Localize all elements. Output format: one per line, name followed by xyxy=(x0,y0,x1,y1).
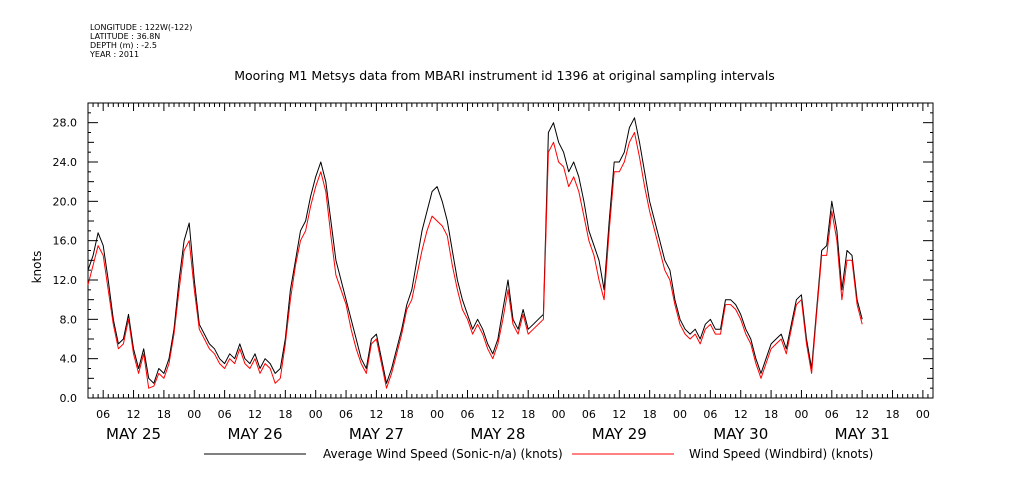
x-tick-label: 00 xyxy=(916,408,930,421)
y-tick-label: 0.0 xyxy=(60,392,78,405)
x-tick-label: 00 xyxy=(794,408,808,421)
longitude-label: LONGITUDE : 122W(-122) xyxy=(90,23,193,32)
x-tick-label: 12 xyxy=(127,408,141,421)
x-day-label: MAY 25 xyxy=(106,425,161,443)
x-tick-label: 06 xyxy=(218,408,232,421)
y-tick-label: 8.0 xyxy=(60,313,78,326)
y-axis-label: knots xyxy=(30,251,44,284)
x-day-label: MAY 29 xyxy=(592,425,647,443)
x-tick-label: 18 xyxy=(278,408,292,421)
y-tick-label: 16.0 xyxy=(53,235,78,248)
x-day-label: MAY 31 xyxy=(835,425,890,443)
y-axis: 0.0 4.0 8.0 12.0 16.0 20.0 24.0 28.0 xyxy=(53,102,933,405)
x-tick-label: 12 xyxy=(491,408,505,421)
x-tick-label: 06 xyxy=(460,408,474,421)
x-tick-label: 00 xyxy=(187,408,201,421)
x-tick-label: 12 xyxy=(369,408,383,421)
x-tick-label: 18 xyxy=(400,408,414,421)
x-day-label: MAY 27 xyxy=(349,425,404,443)
x-day-label: MAY 28 xyxy=(470,425,525,443)
x-tick-label: 00 xyxy=(552,408,566,421)
depth-label: DEPTH (m) : -2.5 xyxy=(90,41,157,50)
x-tick-label: 06 xyxy=(339,408,353,421)
x-tick-label: 12 xyxy=(612,408,626,421)
x-tick-label: 18 xyxy=(764,408,778,421)
legend-label-average-wind: Average Wind Speed (Sonic-n/a) (knots) xyxy=(323,447,563,461)
legend-label-windbird: Wind Speed (Windbird) (knots) xyxy=(689,447,873,461)
x-tick-label: 06 xyxy=(825,408,839,421)
x-tick-label: 12 xyxy=(734,408,748,421)
latitude-label: LATITUDE : 36.8N xyxy=(90,32,161,41)
y-tick-label: 4.0 xyxy=(60,353,78,366)
x-tick-label: 12 xyxy=(855,408,869,421)
x-tick-label: 00 xyxy=(309,408,323,421)
x-tick-label: 00 xyxy=(430,408,444,421)
chart-title: Mooring M1 Metsys data from MBARI instru… xyxy=(234,68,775,83)
legend: Average Wind Speed (Sonic-n/a) (knots) W… xyxy=(204,447,873,461)
series-line-windbird xyxy=(87,132,863,389)
series-group xyxy=(87,117,863,389)
y-tick-label: 12.0 xyxy=(53,274,78,287)
series-line-average-wind xyxy=(87,117,863,384)
x-tick-label: 12 xyxy=(248,408,262,421)
y-tick-label: 20.0 xyxy=(53,195,78,208)
x-axis: 06 12 18 00 06 12 18 00 06 12 18 00 06 12 18 00 06 12 18 00… xyxy=(87,103,934,443)
y-tick-label: 24.0 xyxy=(53,156,78,169)
x-tick-label: 06 xyxy=(703,408,717,421)
x-day-label: MAY 26 xyxy=(227,425,282,443)
x-tick-label: 18 xyxy=(157,408,171,421)
x-tick-label: 18 xyxy=(521,408,535,421)
x-day-label: MAY 30 xyxy=(713,425,768,443)
year-label: YEAR : 2011 xyxy=(90,50,140,59)
x-tick-label: 00 xyxy=(673,408,687,421)
x-tick-label: 18 xyxy=(643,408,657,421)
x-tick-label: 06 xyxy=(96,408,110,421)
x-tick-label: 06 xyxy=(582,408,596,421)
y-tick-label: 28.0 xyxy=(53,117,78,130)
x-tick-label: 18 xyxy=(886,408,900,421)
